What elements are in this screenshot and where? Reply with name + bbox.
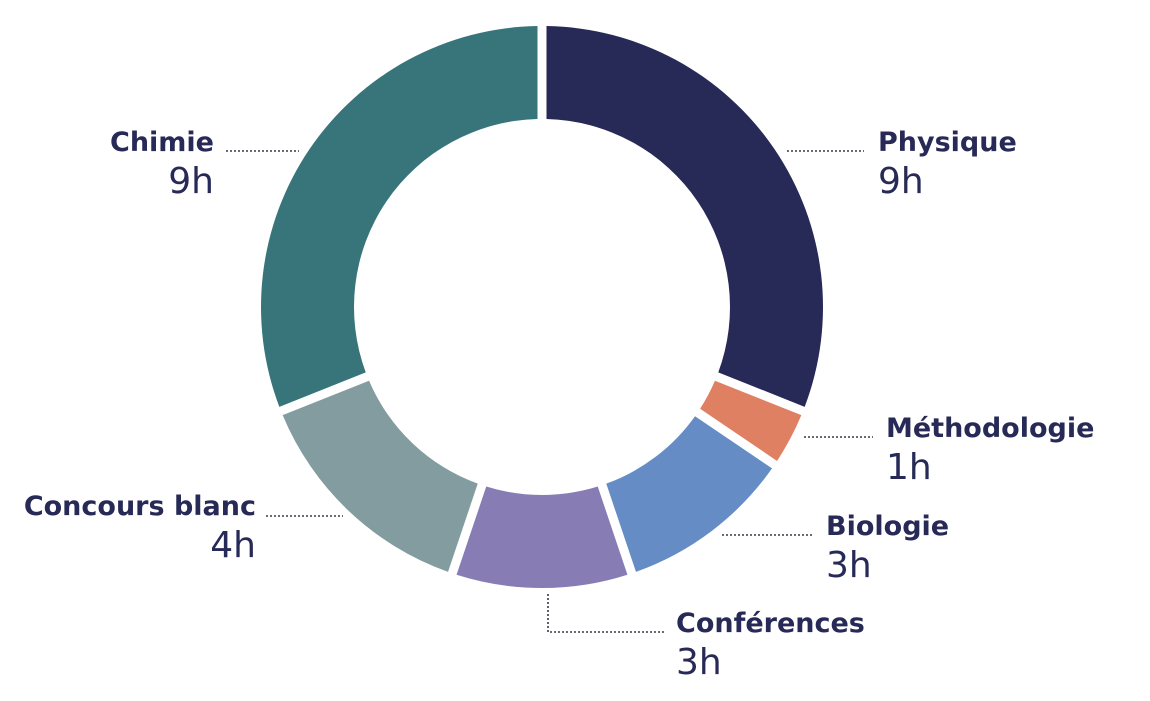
donut-slice-conferences <box>456 486 628 588</box>
slice-label-chimie: Chimie <box>110 127 214 158</box>
slice-label-biologie: Biologie <box>826 511 949 542</box>
slice-value-concours-blanc: 4h <box>210 525 256 566</box>
slice-label-physique: Physique <box>878 127 1017 158</box>
leader-lines <box>226 150 873 633</box>
slice-value-chimie: 9h <box>168 161 214 202</box>
slice-value-physique: 9h <box>878 161 924 202</box>
donut-slice-chimie <box>261 26 538 407</box>
slice-value-conferences: 3h <box>676 642 722 683</box>
slice-value-biologie: 3h <box>826 545 872 586</box>
donut-slice-physique <box>546 26 823 407</box>
leader-line-conferences <box>547 594 664 633</box>
slice-label-conferences: Conférences <box>676 608 865 639</box>
slice-value-methodologie: 1h <box>886 447 932 488</box>
slice-labels: Physique9hMéthodologie1hBiologie3hConfér… <box>24 127 1095 683</box>
donut-slice-concours-blanc <box>282 380 478 572</box>
donut-slice-biologie <box>606 416 773 572</box>
slice-label-concours-blanc: Concours blanc <box>24 491 256 522</box>
slice-label-methodologie: Méthodologie <box>886 413 1094 444</box>
donut-slice-methodologie <box>700 380 802 461</box>
donut-slices <box>261 26 823 588</box>
